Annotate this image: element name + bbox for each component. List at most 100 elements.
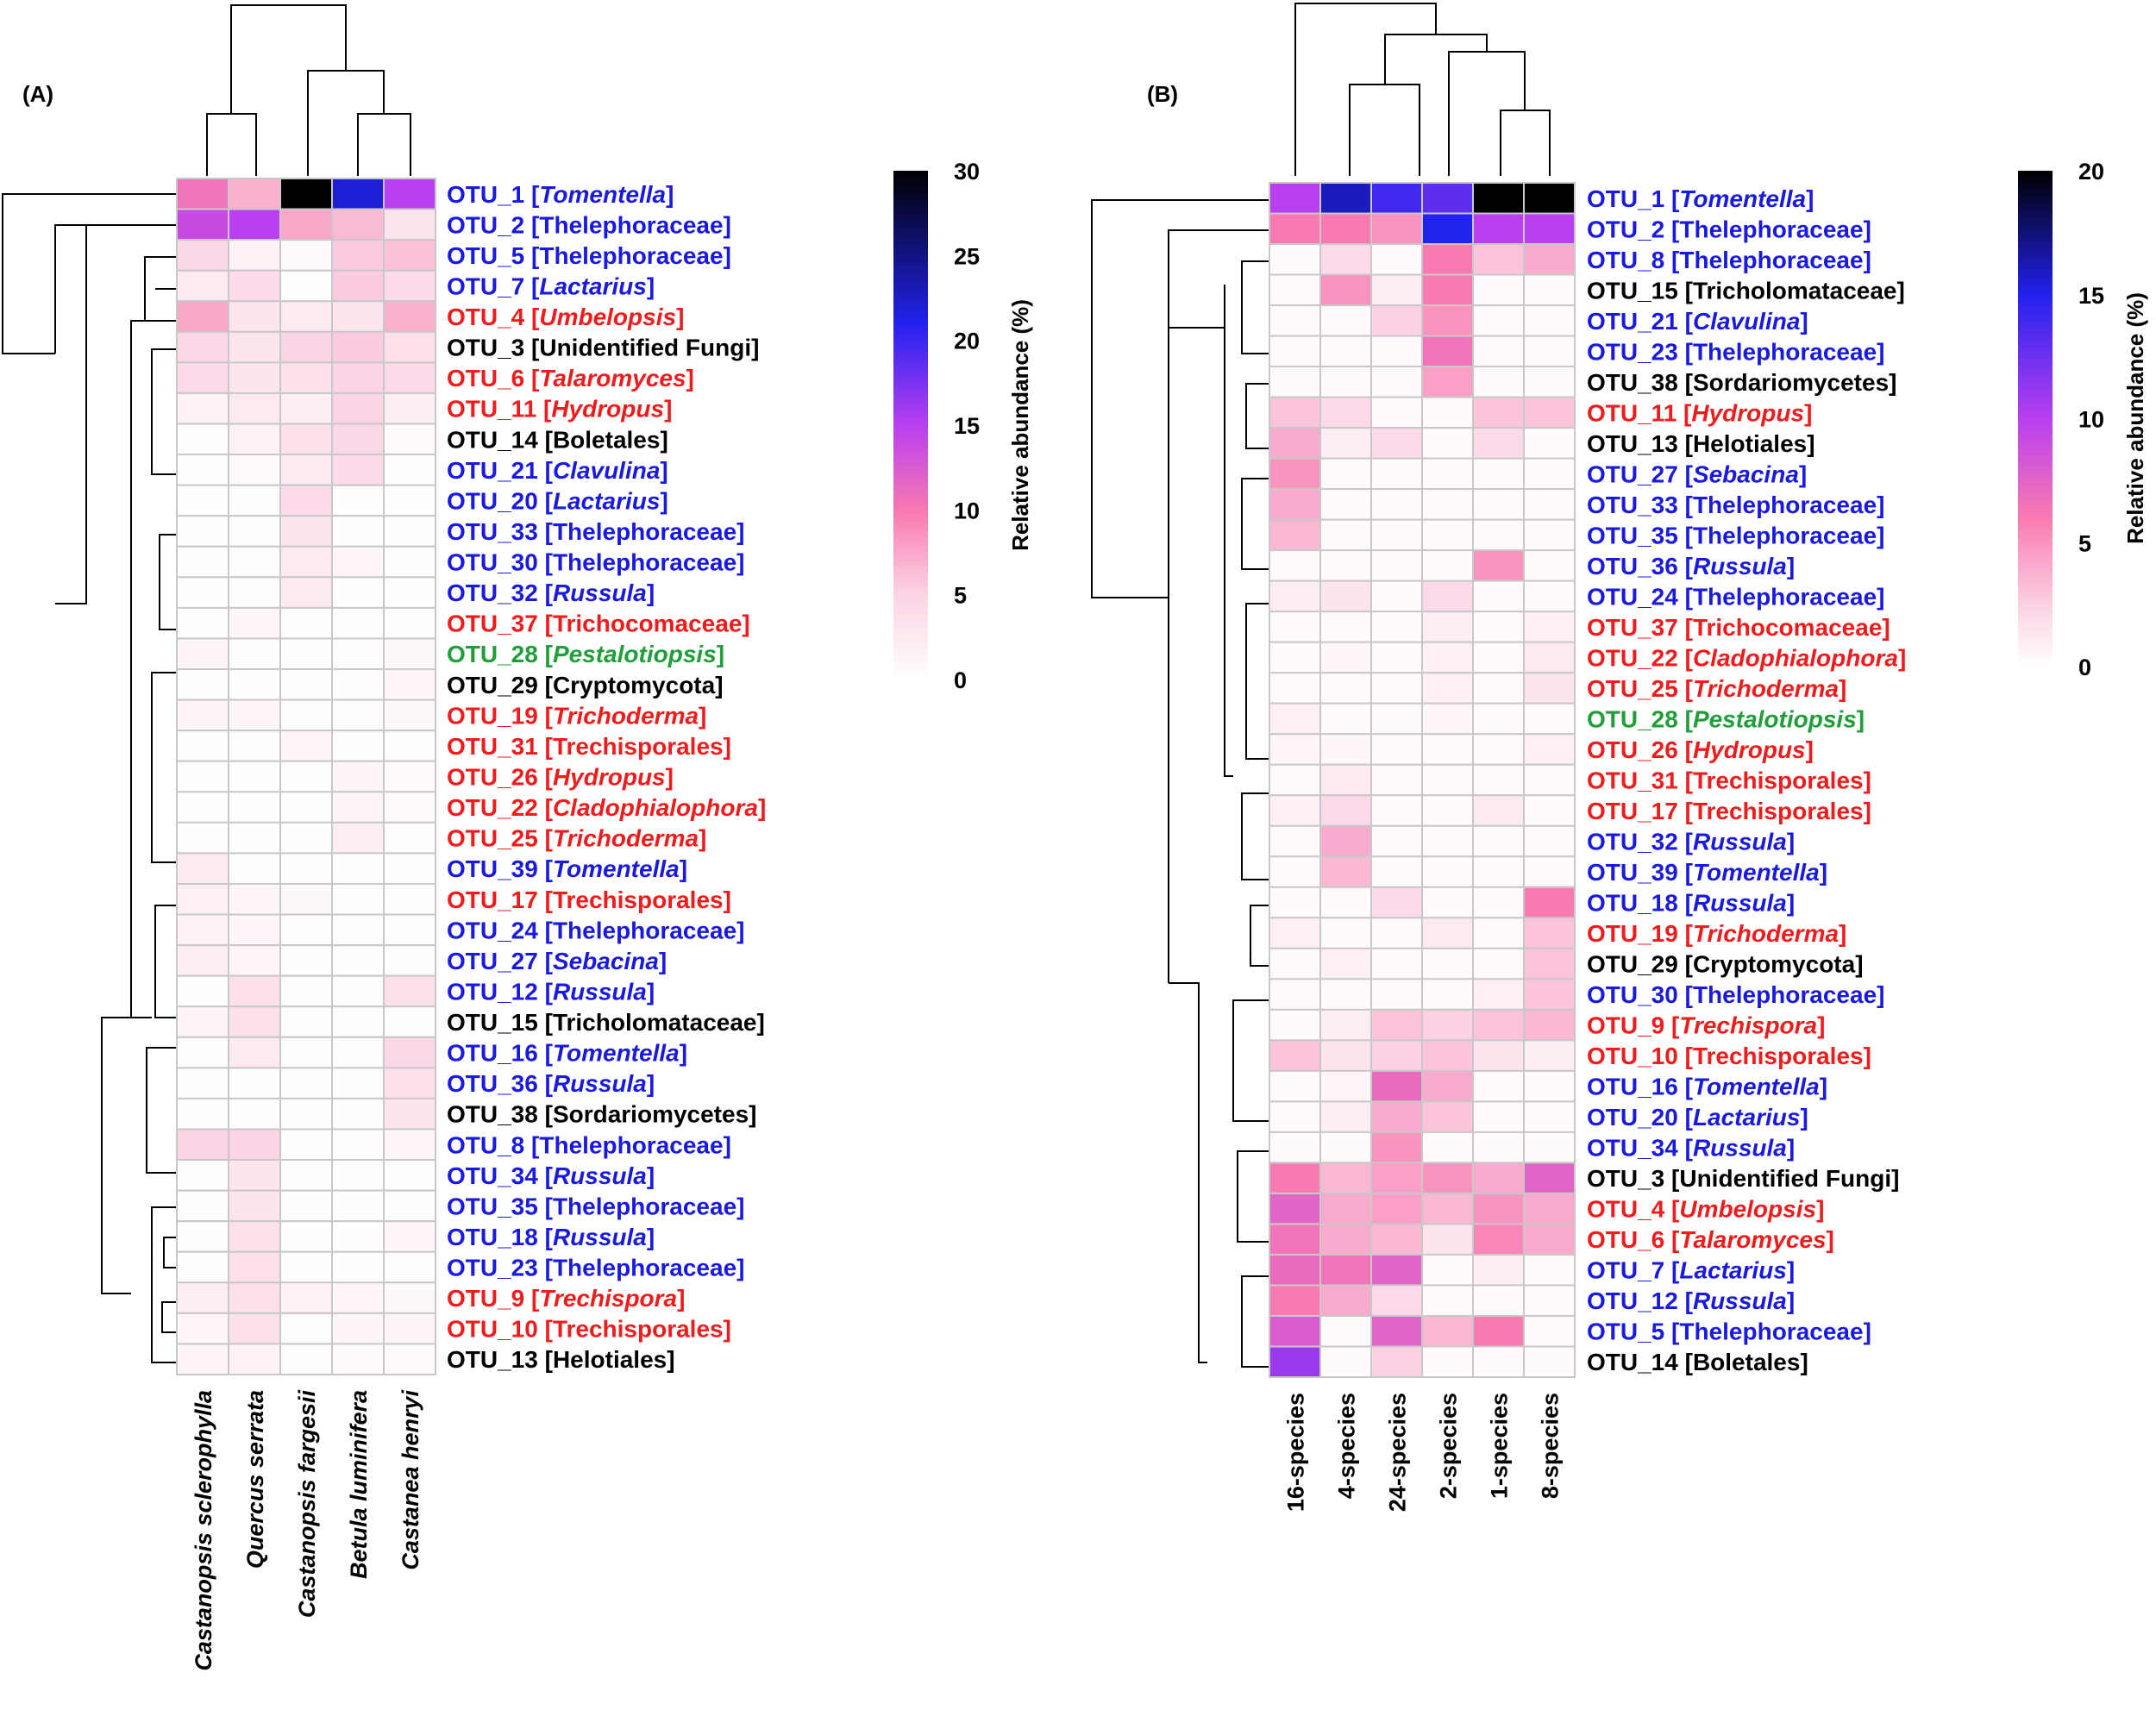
- heatmap-cell: [331, 1250, 385, 1284]
- panel-b-row-labels: OTU_1 [Tomentella] OTU_2 [Thelephoraceae]…: [1587, 185, 1906, 1375]
- column-label: Quercus serrata: [242, 1390, 268, 1569]
- heatmap-cell: [1370, 947, 1423, 980]
- row-label: OTU_16 [Tomentella]: [447, 1040, 687, 1067]
- heatmap-cell: [176, 1220, 229, 1253]
- heatmap-cell: [331, 269, 385, 303]
- heatmap-cell: [331, 1189, 385, 1223]
- row-label: OTU_19 [Trichoderma]: [1587, 920, 1846, 947]
- heatmap-cell: [279, 1036, 333, 1069]
- heatmap-cell: [176, 698, 229, 732]
- row-label: OTU_28 [Pestalotiopsis]: [447, 641, 724, 667]
- heatmap-cell: [383, 1250, 436, 1284]
- row-label: OTU_37 [Trichocomaceae]: [447, 611, 750, 637]
- heatmap-cell: [383, 361, 436, 394]
- column-label: 1-species: [1487, 1393, 1513, 1499]
- row-label: OTU_8 [Thelephoraceae]: [1587, 247, 1871, 273]
- heatmap-cell: [176, 974, 229, 1008]
- heatmap-cell: [279, 454, 333, 486]
- heatmap-cell: [1523, 702, 1576, 736]
- heatmap-cell: [1421, 947, 1474, 980]
- heatmap-cell: [331, 882, 385, 916]
- heatmap-cell: [1523, 672, 1576, 705]
- heatmap-cell: [1523, 518, 1576, 552]
- heatmap-cell: [1319, 886, 1372, 919]
- row-label: OTU_26 [Hydropus]: [447, 764, 674, 791]
- heatmap-cell: [1269, 488, 1321, 521]
- panel-b-label: (B): [1147, 81, 1178, 107]
- heatmap-cell: [1319, 366, 1372, 398]
- column-label: 2-species: [1436, 1393, 1462, 1499]
- heatmap-cell: [1472, 335, 1525, 368]
- heatmap-cell: [1269, 304, 1321, 337]
- heatmap-cell: [279, 730, 333, 762]
- heatmap-cell: [279, 791, 333, 824]
- heatmap-cell: [1370, 1069, 1423, 1103]
- heatmap-cell: [228, 515, 281, 548]
- heatmap-cell: [279, 269, 333, 303]
- heatmap-cell: [1421, 1039, 1474, 1072]
- heatmap-cell: [1269, 1192, 1321, 1225]
- heatmap-cell: [383, 760, 436, 793]
- row-label: OTU_20 [Lactarius]: [1587, 1104, 1808, 1131]
- row-label: OTU_22 [Cladophialophora]: [447, 794, 766, 821]
- heatmap-cell: [1370, 1192, 1423, 1225]
- heatmap-cell: [383, 1067, 436, 1099]
- panel-b: (B) OTU_1 [Tomentella]OTU_2: [1091, 3, 2148, 1512]
- row-label: OTU_24 [Thelephoraceae]: [447, 917, 744, 943]
- heatmap-cell: [1370, 212, 1423, 246]
- heatmap-cell: [279, 1250, 333, 1284]
- row-label: OTU_1 [Tomentella]: [1587, 185, 1814, 212]
- column-label: 16-species: [1283, 1393, 1309, 1512]
- heatmap-cell: [279, 1067, 333, 1099]
- heatmap-cell: [228, 545, 281, 579]
- row-label: OTU_17 [Trechisporales]: [1587, 798, 1871, 824]
- heatmap-cell: [331, 668, 385, 701]
- heatmap-cell: [1421, 1008, 1474, 1042]
- heatmap-cell: [1421, 396, 1474, 429]
- heatmap-cell: [279, 178, 333, 210]
- heatmap-cell: [1370, 579, 1423, 613]
- heatmap-cell: [1370, 396, 1423, 429]
- heatmap-cell: [1523, 427, 1576, 460]
- row-label: OTU_3 [Unidentified Fungi]: [447, 335, 759, 361]
- heatmap-cell: [279, 1220, 333, 1253]
- heatmap-cell: [1370, 824, 1423, 858]
- heatmap-cell: [1269, 1008, 1321, 1042]
- heatmap-cell: [228, 668, 281, 701]
- heatmap-cell: [1472, 1131, 1525, 1164]
- row-label: OTU_20 [Lactarius]: [447, 487, 668, 514]
- heatmap-cell: [1370, 1253, 1423, 1287]
- heatmap-cell: [1421, 1314, 1474, 1348]
- heatmap-cell: [228, 637, 281, 671]
- heatmap-cell: [331, 1220, 385, 1253]
- heatmap-cell: [279, 1189, 333, 1223]
- heatmap-cell: [1319, 702, 1372, 736]
- heatmap-cell: [1523, 978, 1576, 1011]
- row-label: OTU_27 [Sebacina]: [1587, 460, 1807, 487]
- heatmap-cell: [279, 882, 333, 916]
- heatmap-cell: [1269, 273, 1321, 307]
- heatmap-cell: [1523, 1253, 1576, 1287]
- heatmap-cell: [1421, 702, 1474, 736]
- heatmap-cell: [228, 1250, 281, 1284]
- row-label: OTU_14 [Boletales]: [447, 426, 668, 453]
- heatmap-cell: [1421, 1192, 1474, 1225]
- heatmap-cell: [1472, 427, 1525, 460]
- row-label: OTU_9 [Trechispora]: [1587, 1012, 1825, 1039]
- heatmap-cell: [1523, 488, 1576, 521]
- legend-tick-label: 15: [954, 413, 980, 439]
- heatmap-cell: [1472, 1223, 1525, 1256]
- row-label: OTU_13 [Helotiales]: [1587, 430, 1815, 457]
- heatmap-cell: [176, 576, 229, 609]
- heatmap-cell: [176, 1189, 229, 1223]
- heatmap-cell: [1269, 366, 1321, 398]
- heatmap-cell: [1370, 794, 1423, 827]
- heatmap-cell: [1319, 335, 1372, 368]
- row-label: OTU_12 [Russula]: [447, 978, 655, 1005]
- row-label: OTU_17 [Trechisporales]: [447, 886, 731, 913]
- heatmap-cell: [383, 913, 436, 947]
- heatmap-cell: [1269, 1253, 1321, 1287]
- heatmap-cell: [1472, 1345, 1525, 1378]
- row-label: OTU_2 [Thelephoraceae]: [447, 211, 731, 238]
- heatmap-cell: [176, 913, 229, 947]
